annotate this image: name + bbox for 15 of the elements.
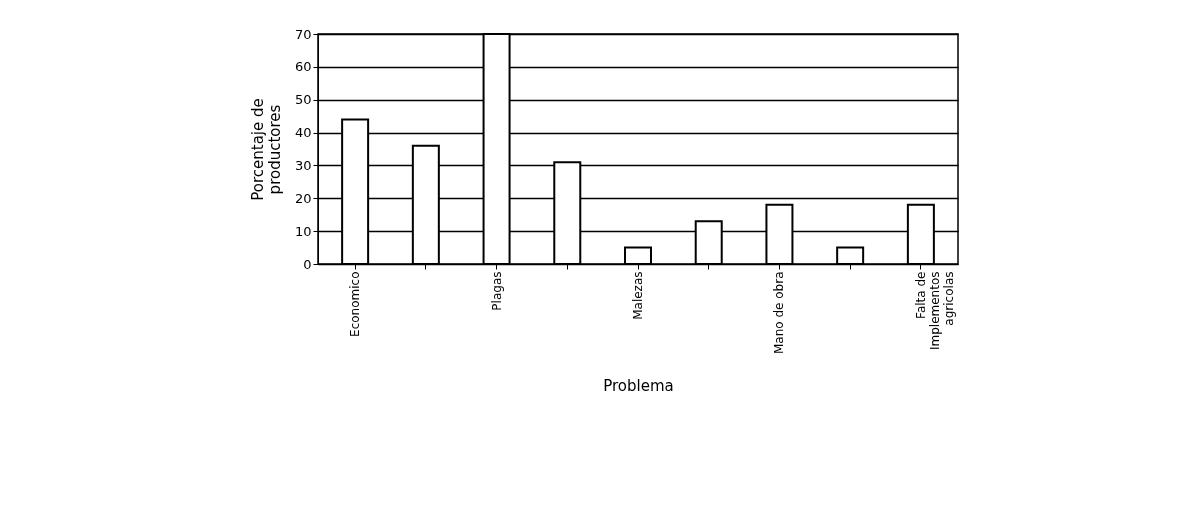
x-tick-label: Malezas xyxy=(631,271,645,320)
y-tick-label: 10 xyxy=(294,223,312,239)
x-tick-label: Falta de Implementos agricolas xyxy=(913,271,956,351)
y-tick-label: 20 xyxy=(294,190,312,206)
x-tick-label: Plagas xyxy=(489,271,504,311)
y-tick-label: 60 xyxy=(294,59,312,75)
x-tick-label: Mano de obra xyxy=(772,271,787,355)
y-axis-title: Porcentaje de productores xyxy=(248,98,284,201)
x-axis-title: Problema xyxy=(603,377,674,396)
y-tick-label: 50 xyxy=(294,92,312,108)
y-tick-label: 40 xyxy=(294,125,312,141)
y-tick-label: 70 xyxy=(294,26,312,42)
x-tick-label: Economico xyxy=(348,271,363,337)
y-tick-label: 30 xyxy=(294,157,312,173)
y-tick-label: 0 xyxy=(303,256,312,272)
